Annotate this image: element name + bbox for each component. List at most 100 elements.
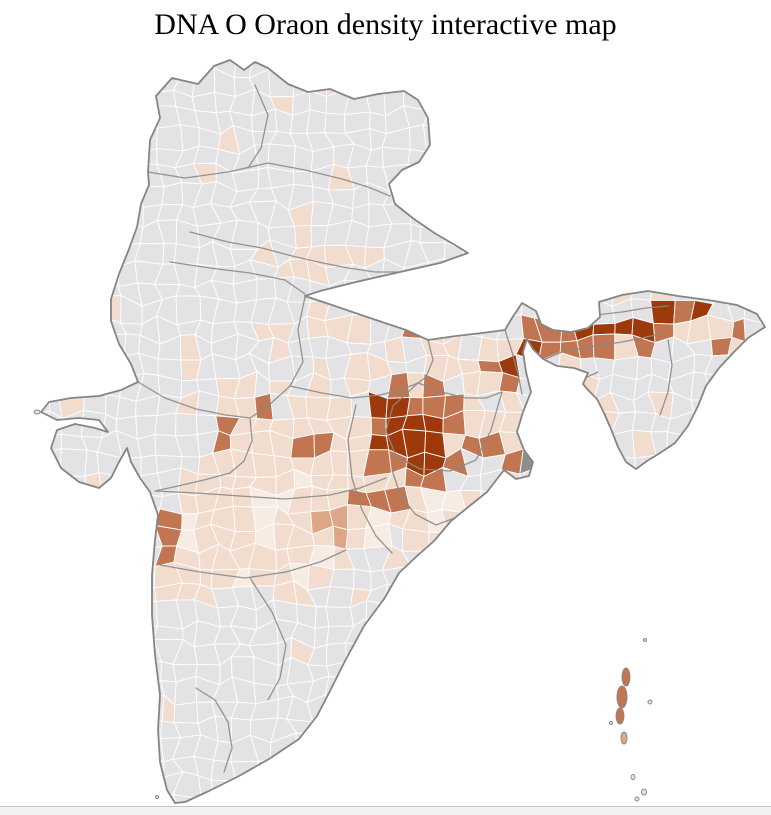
district-cell[interactable] bbox=[554, 227, 582, 249]
district-cell[interactable] bbox=[571, 619, 599, 645]
district-cell[interactable] bbox=[479, 202, 506, 231]
district-cell[interactable] bbox=[748, 108, 768, 132]
district-cell[interactable] bbox=[653, 466, 678, 497]
district-cell[interactable] bbox=[533, 455, 562, 477]
district-cell[interactable] bbox=[726, 220, 752, 246]
district-cell[interactable] bbox=[554, 394, 581, 420]
district-cell[interactable] bbox=[685, 49, 715, 78]
district-cell[interactable] bbox=[48, 372, 69, 402]
district-cell[interactable] bbox=[742, 391, 767, 420]
district-cell[interactable] bbox=[478, 583, 505, 608]
district-cell[interactable] bbox=[60, 696, 81, 725]
district-cell[interactable] bbox=[59, 337, 85, 358]
district-cell[interactable] bbox=[748, 474, 771, 487]
district-cell[interactable] bbox=[267, 777, 295, 795]
district-cell[interactable] bbox=[306, 773, 334, 796]
district-cell[interactable] bbox=[553, 94, 577, 113]
district-cell[interactable] bbox=[401, 315, 427, 339]
district-cell[interactable] bbox=[28, 335, 50, 360]
district-cell[interactable] bbox=[674, 126, 697, 147]
district-cell[interactable] bbox=[742, 428, 770, 454]
district-cell[interactable] bbox=[748, 200, 765, 231]
district-cell[interactable] bbox=[519, 658, 543, 681]
district-cell[interactable] bbox=[497, 248, 522, 259]
district-cell[interactable] bbox=[346, 657, 369, 686]
district-cell[interactable] bbox=[367, 681, 393, 700]
district-cell[interactable] bbox=[594, 752, 616, 779]
district-cell[interactable] bbox=[537, 588, 564, 609]
district-cell[interactable] bbox=[574, 223, 597, 249]
district-cell[interactable] bbox=[705, 715, 733, 744]
district-cell[interactable] bbox=[533, 396, 561, 418]
district-cell[interactable] bbox=[648, 605, 670, 630]
district-cell[interactable] bbox=[117, 738, 145, 763]
district-cell[interactable] bbox=[576, 409, 595, 435]
district-cell[interactable] bbox=[713, 223, 732, 246]
district-cell[interactable] bbox=[352, 568, 372, 592]
district-cell[interactable] bbox=[686, 752, 712, 776]
district-cell[interactable] bbox=[476, 770, 505, 801]
district-cell[interactable] bbox=[41, 335, 70, 356]
district-cell[interactable] bbox=[535, 240, 564, 266]
district-cell[interactable] bbox=[726, 507, 753, 529]
district-cell[interactable] bbox=[117, 260, 139, 288]
district-cell[interactable] bbox=[667, 604, 693, 630]
district-cell[interactable] bbox=[495, 257, 518, 281]
district-cell[interactable] bbox=[633, 68, 658, 98]
district-cell[interactable] bbox=[724, 429, 750, 453]
district-cell[interactable] bbox=[634, 169, 658, 189]
district-cell[interactable] bbox=[573, 279, 601, 302]
district-cell[interactable] bbox=[730, 755, 747, 781]
district-cell[interactable] bbox=[497, 679, 526, 704]
district-cell[interactable] bbox=[478, 565, 505, 592]
district-cell[interactable] bbox=[534, 282, 564, 306]
district-cell[interactable] bbox=[478, 637, 500, 661]
district-cell[interactable] bbox=[533, 468, 562, 497]
district-cell[interactable] bbox=[515, 129, 538, 153]
district-cell[interactable] bbox=[517, 50, 543, 76]
district-cell[interactable] bbox=[554, 715, 578, 743]
district-cell[interactable] bbox=[24, 490, 51, 515]
district-cell[interactable] bbox=[421, 277, 443, 306]
district-cell[interactable] bbox=[97, 695, 124, 718]
district-cell[interactable] bbox=[651, 129, 678, 146]
district-cell[interactable] bbox=[84, 449, 100, 477]
district-cell[interactable] bbox=[705, 696, 733, 721]
district-cell[interactable] bbox=[533, 227, 558, 242]
district-cell[interactable] bbox=[572, 55, 600, 75]
district-cell[interactable] bbox=[403, 604, 425, 624]
district-cell[interactable] bbox=[744, 485, 769, 511]
district-cell[interactable] bbox=[439, 87, 467, 117]
district-cell[interactable] bbox=[421, 656, 446, 687]
district-cell[interactable] bbox=[495, 202, 520, 231]
district-cell[interactable] bbox=[41, 201, 65, 230]
district-cell[interactable] bbox=[458, 659, 480, 687]
district-cell[interactable] bbox=[325, 586, 354, 608]
district-cell[interactable] bbox=[706, 567, 735, 591]
district-cell[interactable] bbox=[177, 49, 198, 74]
district-cell[interactable] bbox=[22, 740, 49, 763]
district-cell[interactable] bbox=[571, 470, 598, 490]
district-cell[interactable] bbox=[537, 715, 559, 743]
district-cell[interactable] bbox=[403, 753, 431, 775]
district-cell[interactable] bbox=[533, 129, 564, 152]
district-cell[interactable] bbox=[609, 204, 635, 230]
district-cell[interactable] bbox=[425, 149, 450, 170]
district-cell[interactable] bbox=[410, 223, 422, 243]
district-cell[interactable] bbox=[117, 580, 140, 609]
district-cell[interactable] bbox=[727, 543, 751, 569]
district-cell[interactable] bbox=[27, 450, 51, 476]
district-cell[interactable] bbox=[62, 661, 81, 680]
district-cell[interactable] bbox=[688, 165, 707, 187]
district-cell[interactable] bbox=[362, 280, 385, 298]
district-cell[interactable] bbox=[60, 720, 87, 742]
district-cell[interactable] bbox=[520, 167, 537, 191]
district-cell[interactable] bbox=[439, 190, 464, 206]
district-cell[interactable] bbox=[498, 656, 526, 685]
district-cell[interactable] bbox=[385, 696, 410, 717]
district-cell[interactable] bbox=[667, 758, 697, 773]
district-cell[interactable] bbox=[710, 775, 732, 800]
district-cell[interactable] bbox=[382, 754, 410, 780]
district-cell[interactable] bbox=[558, 429, 583, 457]
district-cell[interactable] bbox=[617, 643, 637, 660]
